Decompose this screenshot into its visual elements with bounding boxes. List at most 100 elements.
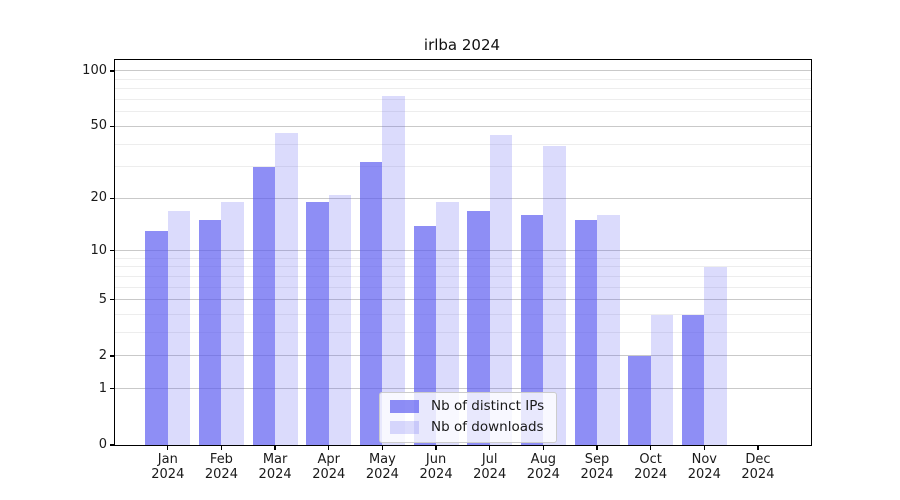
x-axis-tick: [596, 445, 598, 450]
x-tick-year: 2024: [204, 467, 238, 482]
x-tick-month: Aug: [530, 452, 557, 467]
bar-jun-distinct-ips: [413, 225, 437, 445]
legend-label-downloads: Nb of downloads: [431, 419, 544, 435]
gridline-major: [115, 197, 811, 199]
bar-sep-downloads: [597, 215, 620, 445]
y-axis-tick: [110, 125, 115, 127]
chart-title: irlba 2024: [423, 36, 501, 54]
legend-swatch-distinct-ips: [390, 400, 419, 413]
legend-swatch-downloads: [390, 421, 419, 434]
x-tick-year: 2024: [473, 467, 507, 482]
x-tick-month: Jan: [157, 452, 178, 467]
bar-jan-distinct-ips: [145, 231, 168, 445]
bar-jul-distinct-ips: [467, 210, 490, 445]
x-axis-tick: [489, 445, 491, 450]
y-axis-tick-label: 10: [90, 242, 107, 258]
bar-nov-downloads: [704, 266, 727, 445]
x-tick-year: 2024: [526, 467, 560, 482]
gridline-minor: [115, 314, 811, 316]
bar-feb-downloads: [221, 202, 244, 445]
legend-label-distinct-ips: Nb of distinct IPs: [431, 398, 545, 414]
gridline-major: [115, 388, 811, 390]
y-axis-tick-label: 20: [90, 190, 107, 206]
y-axis-tick-label: 5: [98, 291, 107, 307]
bar-aug-downloads: [543, 146, 566, 445]
bar-apr-distinct-ips: [306, 202, 329, 445]
bar-aug-distinct-ips: [520, 215, 544, 445]
y-axis-tick-label: 0: [98, 437, 107, 452]
y-axis-tick-label: 2: [98, 347, 107, 363]
x-tick-year: 2024: [687, 467, 721, 482]
x-axis-tick-label: Dec 2024: [730, 452, 786, 482]
y-axis-tick-label: 50: [90, 118, 107, 134]
plot-area: Dec 2024 Nov 2024 Oct 2024 Sep 2024 Aug 2024 Jul 20…: [82, 59, 812, 482]
y-axis-tick: [110, 250, 115, 252]
gridline-major: [115, 299, 811, 301]
x-tick-month: Mar: [262, 452, 288, 467]
gridline-minor: [115, 88, 811, 90]
x-axis-tick: [650, 445, 652, 450]
y-axis-tick: [110, 70, 115, 72]
legend-item-downloads: Nb of downloads: [390, 420, 544, 435]
x-tick-month: Apr: [317, 452, 341, 467]
gridline-minor: [115, 111, 811, 113]
x-tick-month: Nov: [691, 452, 717, 467]
gridline-major: [115, 250, 811, 252]
x-axis-tick-label: Aug 2024: [515, 452, 571, 482]
x-axis-tick-label: Jan 2024: [140, 452, 196, 482]
x-axis-tick: [542, 445, 544, 450]
bar-jun-downloads: [436, 202, 459, 445]
x-tick-year: 2024: [419, 467, 453, 482]
x-axis-tick: [167, 445, 169, 450]
y-axis-tick: [110, 444, 115, 446]
x-axis-tick-label: May 2024: [354, 452, 410, 482]
bar-mar-distinct-ips: [252, 166, 276, 445]
gridline-minor: [115, 78, 811, 80]
bar-sep-distinct-ips: [574, 220, 597, 445]
x-tick-month: Dec: [745, 452, 771, 467]
x-tick-month: Jul: [481, 452, 498, 467]
x-tick-year: 2024: [151, 467, 185, 482]
x-axis-tick-label: Apr 2024: [301, 452, 357, 482]
gridline-minor: [115, 266, 811, 268]
x-axis-tick-label: Sep 2024: [569, 452, 625, 482]
x-tick-year: 2024: [312, 467, 346, 482]
legend: Nb of distinct IPs Nb of downloads: [379, 392, 558, 443]
x-tick-year: 2024: [634, 467, 668, 482]
y-axis-tick-label: 1: [98, 380, 107, 396]
bar-may-downloads: [382, 96, 405, 445]
bar-may-distinct-ips: [359, 161, 383, 445]
gridline-minor: [115, 166, 811, 168]
x-axis-tick: [757, 445, 759, 450]
gridline-minor: [115, 275, 811, 277]
gridline-major: [115, 355, 811, 357]
gridline-major: [115, 70, 811, 72]
x-tick-month: Feb: [209, 452, 233, 467]
x-axis-tick-label: Jun 2024: [408, 452, 464, 482]
bar-nov-distinct-ips: [681, 314, 705, 445]
bar-oct-downloads: [650, 314, 674, 445]
x-axis-tick: [328, 445, 330, 450]
x-tick-year: 2024: [741, 467, 775, 482]
gridline-major: [115, 125, 811, 127]
x-tick-year: 2024: [580, 467, 614, 482]
gridline-minor: [115, 143, 811, 145]
bar-jul-downloads: [489, 134, 513, 445]
y-axis-tick-label: 100: [82, 62, 107, 78]
bar-mar-downloads: [275, 133, 298, 445]
y-axis-tick: [110, 388, 115, 390]
y-axis-tick: [110, 355, 115, 357]
legend-item-distinct-ips: Nb of distinct IPs: [390, 399, 544, 414]
gridline-minor: [115, 332, 811, 334]
bar-oct-distinct-ips: [628, 355, 651, 445]
x-axis-tick-label: Feb 2024: [193, 452, 249, 482]
gridline-minor: [115, 99, 811, 101]
bar-jan-downloads: [167, 210, 191, 445]
y-axis-tick: [110, 197, 115, 199]
x-tick-month: Sep: [584, 452, 610, 467]
x-axis-tick-label: Nov 2024: [676, 452, 732, 482]
x-axis-tick: [435, 445, 437, 450]
x-tick-month: Oct: [639, 452, 662, 467]
y-axis-tick: [110, 299, 115, 301]
